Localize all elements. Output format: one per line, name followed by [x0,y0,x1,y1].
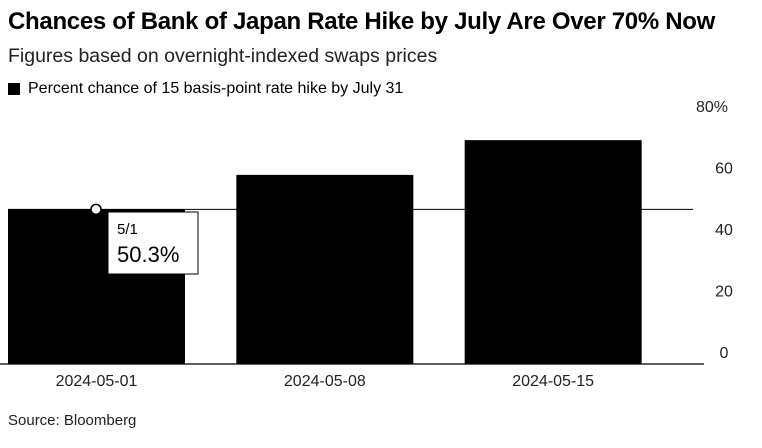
legend: Percent chance of 15 basis-point rate hi… [8,80,403,98]
source-note: Source: Bloomberg [8,412,137,429]
chart-subtitle: Figures based on overnight-indexed swaps… [8,45,438,67]
annotation-date: 5/1 [117,221,138,238]
y-tick-label: 60 [715,161,733,178]
y-tick-label: 80% [696,99,728,116]
x-tick-label: 2024-05-01 [56,373,138,390]
bar [464,140,642,364]
legend-swatch [8,83,20,95]
chart-title: Chances of Bank of Japan Rate Hike by Ju… [8,8,715,35]
annotation-marker [90,203,102,216]
bar [236,174,414,364]
y-tick-label: 0 [720,345,729,362]
annotation-value: 50.3% [117,242,179,267]
y-tick-label: 20 [715,284,733,301]
x-tick-label: 2024-05-08 [284,373,366,390]
x-tick-label: 2024-05-15 [512,373,594,390]
legend-label: Percent chance of 15 basis-point rate hi… [28,80,404,97]
annotation-box [107,211,199,275]
y-tick-label: 40 [715,222,733,239]
